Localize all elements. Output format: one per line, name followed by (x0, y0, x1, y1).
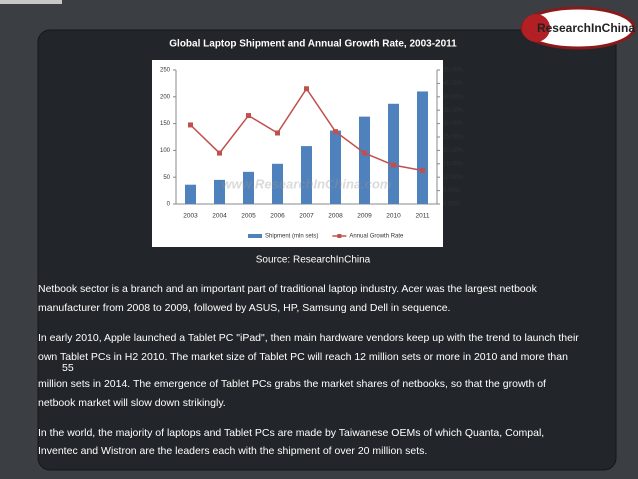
y2-tick-label: 20.00% (443, 148, 464, 154)
y2-tick-label: 0.00% (443, 202, 461, 208)
y-tick-label: 100 (160, 148, 171, 154)
y2-tick-label: 50.00% (443, 68, 464, 74)
line-marker (275, 130, 280, 136)
y2-tick-label: 15.00% (443, 161, 464, 167)
legend-label: Annual Growth Rate (349, 234, 404, 240)
paragraph-line: Inventec and Wistron are the leaders eac… (38, 445, 427, 457)
paragraph-line: In early 2010, Apple launched a Tablet P… (38, 332, 579, 344)
x-tick-label: 2010 (386, 213, 401, 220)
line-marker (217, 150, 222, 156)
paragraph-line: manufacturer from 2008 to 2009, followed… (38, 302, 450, 314)
x-tick-label: 2003 (183, 213, 198, 220)
line-marker (420, 168, 425, 173)
y2-tick-label: 10.00% (443, 175, 464, 181)
y2-tick-label: 30.00% (443, 121, 464, 127)
logo: ResearchInChina (537, 21, 635, 35)
y-tick-label: 150 (160, 121, 171, 127)
x-tick-label: 2007 (299, 213, 314, 220)
bar (358, 116, 371, 204)
y2-tick-label: 45.00% (443, 81, 464, 87)
paragraph-line: netbook market will slow down strikingly… (38, 397, 226, 409)
y2-tick-label: 40.00% (443, 94, 464, 100)
source: Source: ResearchInChina (256, 255, 371, 266)
y2-tick-label: 35.00% (443, 108, 464, 114)
y-tick-label: 0 (167, 202, 171, 208)
paragraph-line: Netbook sector is a branch and an import… (38, 283, 538, 295)
legend-swatch (248, 234, 262, 238)
watermark: www.ResearchInChina.com (221, 176, 391, 191)
x-tick-label: 2009 (357, 213, 372, 220)
logo-mark (522, 14, 550, 42)
chart-title: Global Laptop Shipment and Annual Growth… (169, 39, 457, 50)
bar (387, 103, 400, 204)
paragraph-line: In the world, the majority of laptops an… (38, 427, 544, 439)
paragraph-line: own Tablet PCs in H2 2010. The market si… (38, 351, 568, 363)
line-marker (333, 129, 338, 135)
bar (271, 163, 284, 204)
bar (184, 184, 197, 204)
bar (213, 179, 226, 204)
y2-tick-label: 5.00% (443, 188, 461, 194)
line-marker (304, 86, 309, 92)
line-marker (188, 122, 193, 128)
bar (242, 171, 255, 204)
paragraph-line: million sets in 2014. The emergence of T… (38, 378, 546, 390)
line-marker (391, 162, 396, 168)
y2-tick-label: 25.00% (443, 135, 464, 141)
x-tick-label: 2006 (270, 213, 285, 220)
corner-strip (0, 0, 62, 4)
bar (416, 91, 429, 204)
legend-label: Shipment (mln sets) (265, 234, 318, 240)
x-tick-label: 2011 (416, 213, 430, 220)
line-marker (246, 113, 251, 119)
bar (300, 146, 313, 204)
y-tick-label: 200 (160, 94, 171, 100)
paragraph-line: 55 (62, 362, 74, 374)
x-tick-label: 2008 (328, 213, 343, 220)
x-tick-label: 2004 (212, 213, 227, 220)
bar (329, 130, 342, 204)
y-tick-label: 50 (163, 175, 170, 181)
legend-swatch-marker (337, 234, 342, 238)
x-tick-label: 2005 (241, 213, 256, 220)
line-marker (362, 150, 367, 156)
y-tick-label: 250 (160, 68, 171, 74)
